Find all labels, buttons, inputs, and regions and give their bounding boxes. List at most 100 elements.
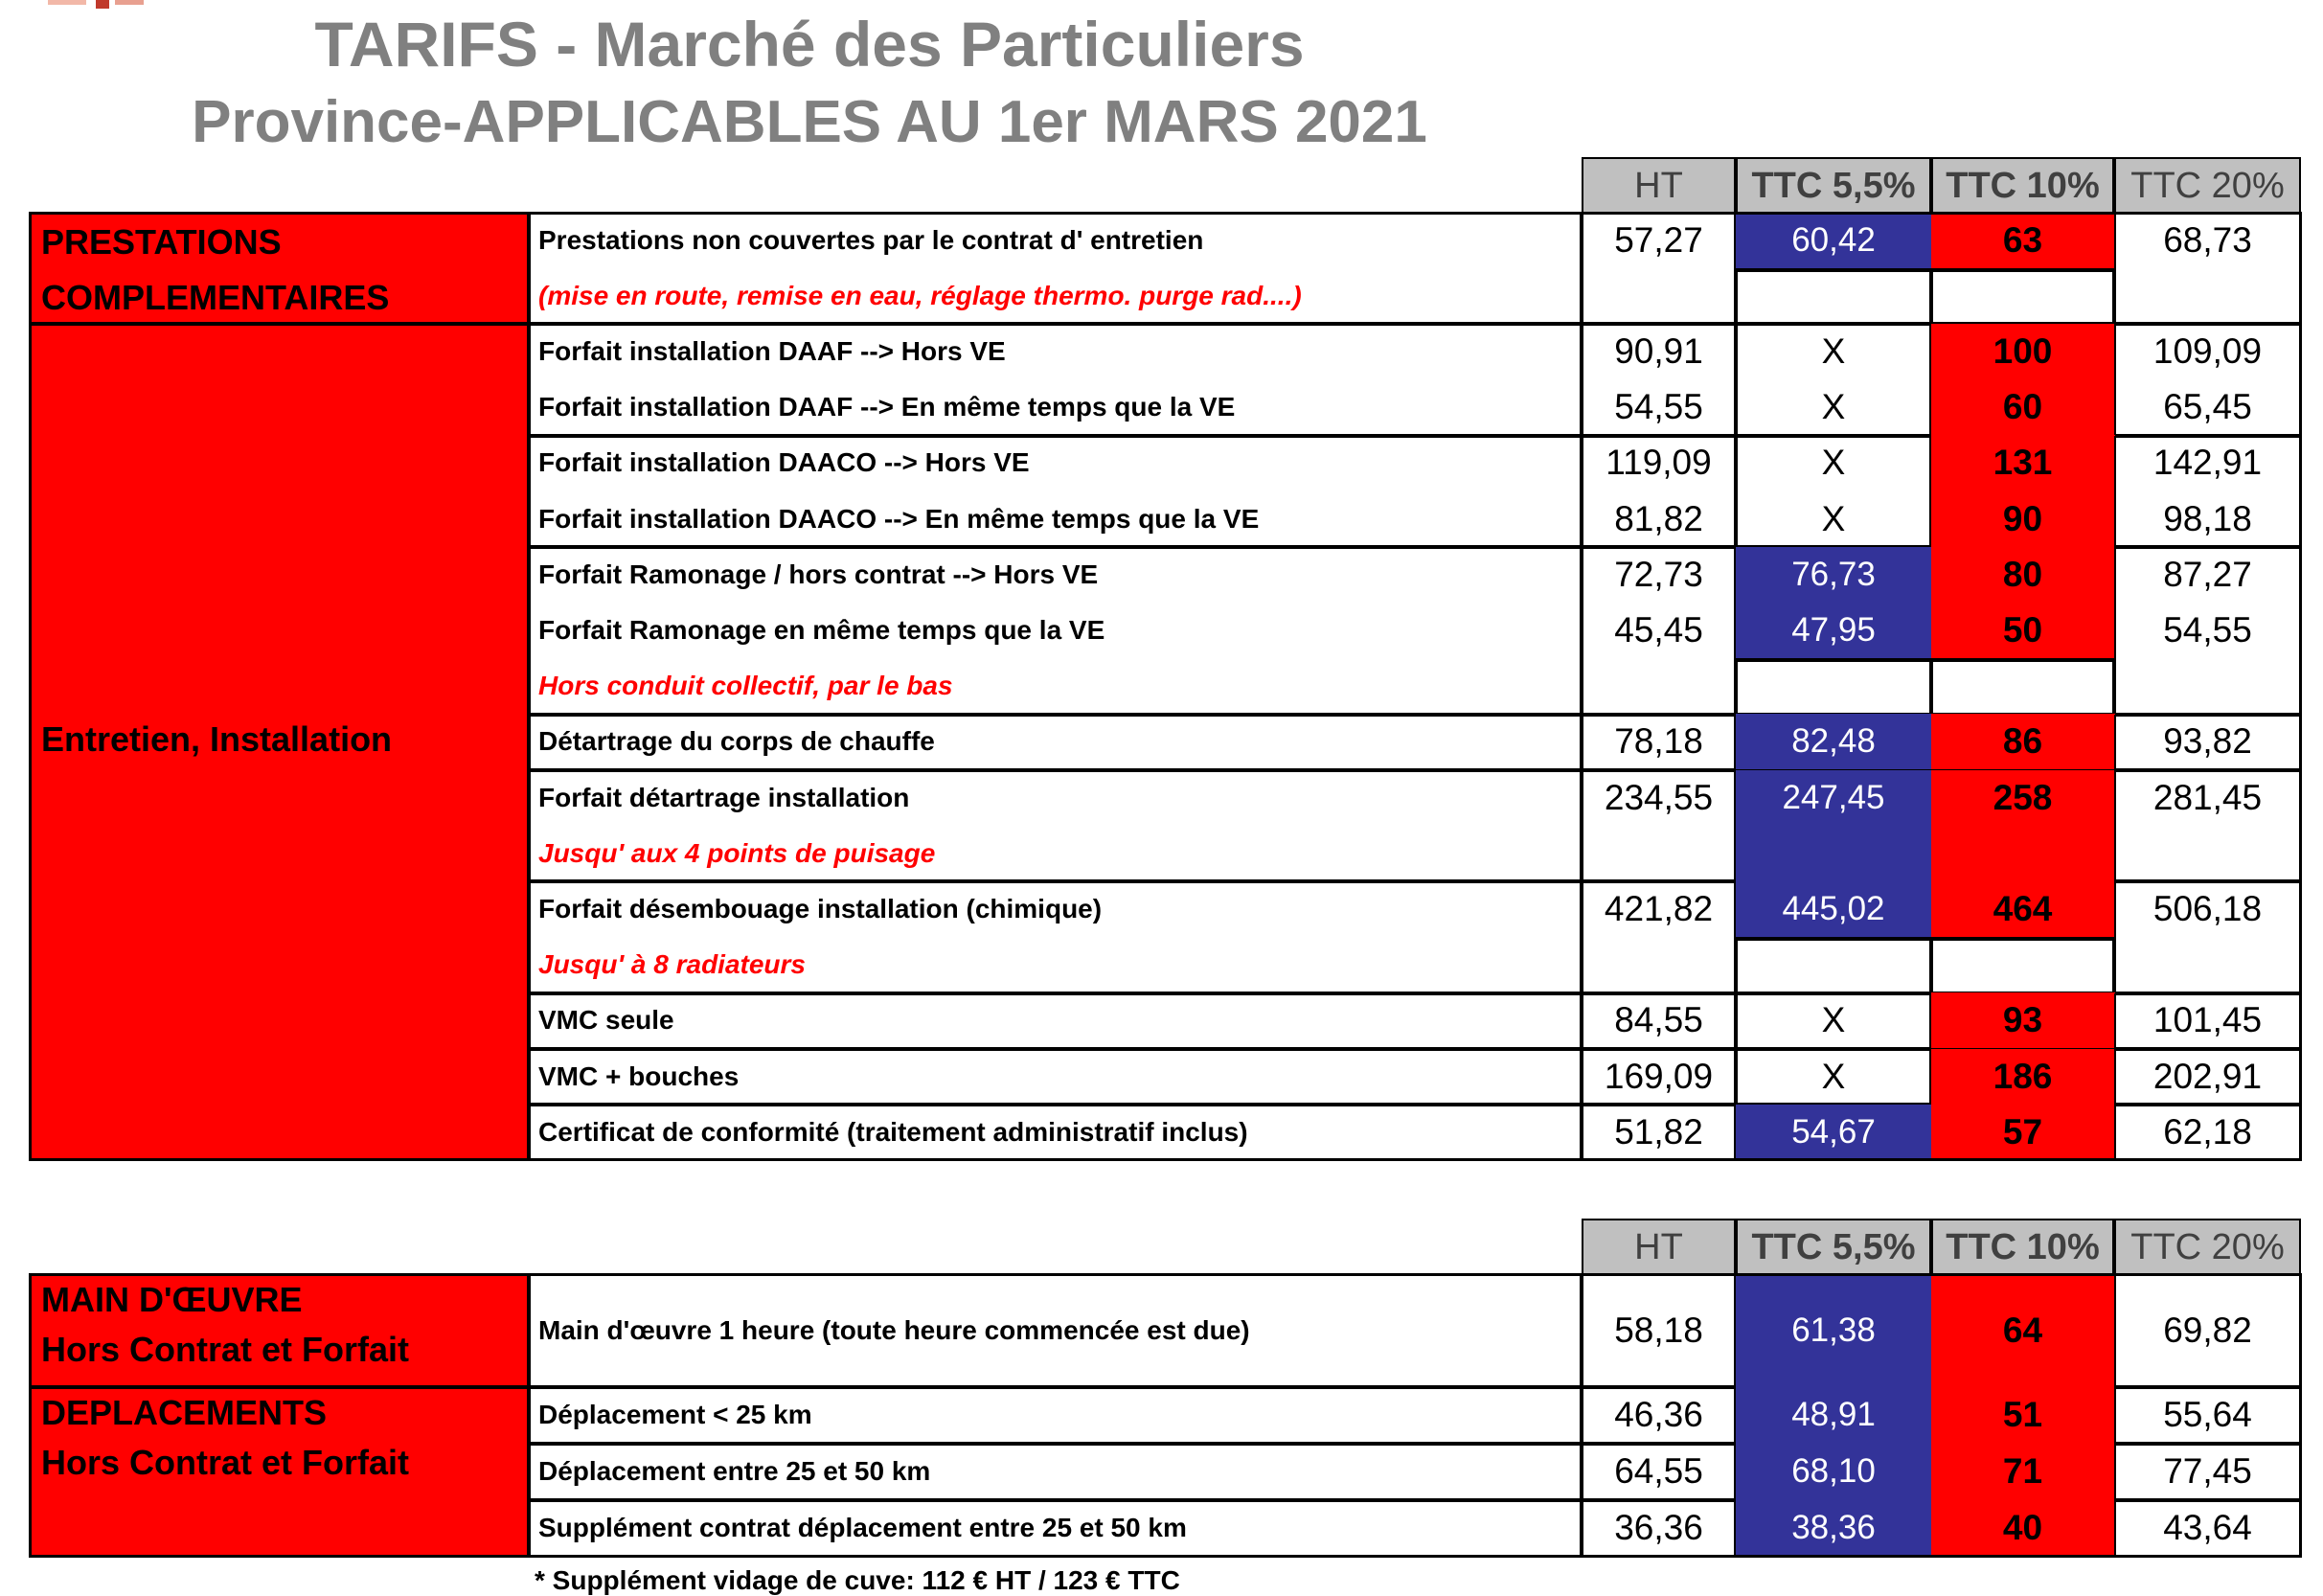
price-ttc20: 65,45 — [2163, 387, 2252, 427]
price-cell-ttc20: 77,45 — [2114, 1444, 2301, 1500]
price-cell-ttc10: 464 — [1930, 880, 2115, 993]
price-cell-ttc55: 54,67 — [1735, 1104, 1932, 1161]
item-description-cell: Main d'œuvre 1 heure (toute heure commen… — [529, 1274, 1582, 1387]
price-cell-ttc10: 100 60 — [1930, 323, 2115, 436]
price-cell-ttc20: 506,18 — [2114, 881, 2301, 993]
section-label-cell: MAIN D'ŒUVRE Hors Contrat et Forfait — [30, 1274, 529, 1387]
column-header-ttc-5-5-: TTC 5,5% — [1736, 1219, 1931, 1276]
price-cell-ttc20: 87,27 54,55 — [2114, 547, 2301, 715]
price-ttc10: 64 — [1930, 1273, 2115, 1387]
price-ht: 46,36 — [1614, 1395, 1703, 1434]
column-header-ht: HT — [1582, 157, 1736, 215]
price-cell-ttc10: 131 90 — [1930, 435, 2115, 548]
price-ttc20: 77,45 — [2163, 1451, 2252, 1491]
price-ht: 64,55 — [1614, 1451, 1703, 1491]
item-description-cell: Déplacement < 25 km — [529, 1387, 1582, 1444]
price-ht: 45,45 — [1614, 609, 1703, 650]
price-ttc10: 186 — [1930, 1048, 2115, 1105]
price-ttc10: 80 — [1930, 546, 2115, 603]
price-ht: 57,27 — [1614, 219, 1703, 260]
price-ht — [1582, 937, 1737, 992]
item-label: Forfait Ramonage / hors contrat --> Hors… — [538, 559, 1099, 589]
price-ttc55: 68,10 — [1735, 1443, 1932, 1500]
item-note: (mise en route, remise en eau, réglage t… — [538, 280, 1302, 310]
item-label: Déplacement entre 25 et 50 km — [538, 1456, 931, 1486]
price-cell-ht: 421,82 — [1582, 881, 1737, 993]
price-cell-ht: 46,36 — [1582, 1387, 1736, 1444]
price-cell-ttc10: 51 — [1930, 1386, 2115, 1444]
column-header-ht: HT — [1582, 1219, 1736, 1276]
price-cell-ttc10: 80 50 — [1930, 546, 2115, 715]
item-description-cell: Forfait installation DAAF --> Hors VE For… — [529, 324, 1582, 436]
price-cell-ht: 57,27 — [1582, 213, 1737, 325]
price-ttc20: 142,91 — [2152, 443, 2263, 483]
price-cell-ttc55: 68,10 — [1735, 1443, 1932, 1500]
price-cell-ttc55: 48,91 — [1735, 1386, 1932, 1444]
price-ttc55: X — [1821, 1000, 1846, 1040]
section-label-cell: DEPLACEMENTS Hors Contrat et Forfait — [30, 1387, 529, 1557]
section-label: Entretien, Installation — [41, 718, 393, 759]
price-ht: 72,73 — [1614, 554, 1703, 594]
section-label: MAIN D'ŒUVRE — [41, 1280, 303, 1319]
price-cell-ttc55: 445,02 — [1735, 880, 1932, 993]
price-cell-ttc20: 93,82 — [2114, 714, 2301, 770]
item-label: Forfait installation DAAF --> En même te… — [538, 392, 1236, 422]
price-ttc10: 90 — [1930, 490, 2115, 547]
footnote: * Supplément vidage de cuve: 112 € HT / … — [535, 1565, 1180, 1595]
price-ttc10: 51 — [1930, 1386, 2115, 1444]
price-ht: 234,55 — [1604, 777, 1714, 817]
price-ht: 169,09 — [1604, 1056, 1714, 1096]
item-description-cell: Forfait installation DAACO --> Hors VE Fo… — [529, 435, 1582, 548]
price-ttc10: 93 — [1930, 992, 2115, 1049]
section-label: PRESTATIONS — [41, 222, 282, 262]
price-ttc20: 87,27 — [2163, 554, 2252, 594]
price-cell-ttc55: 61,38 — [1735, 1273, 1932, 1387]
item-note: Jusqu' aux 4 points de puisage — [538, 837, 936, 868]
price-ht: 51,82 — [1614, 1111, 1703, 1151]
price-ttc20: 109,09 — [2152, 331, 2263, 371]
column-header-ttc-20-: TTC 20% — [2114, 157, 2301, 215]
item-description-cell: Forfait détartrage installation Jusqu' au… — [529, 770, 1582, 882]
price-cell-ttc55: 247,45 — [1735, 769, 1932, 882]
price-cell-ht: 84,55 — [1582, 992, 1736, 1049]
price-ttc20: 202,91 — [2152, 1056, 2263, 1096]
price-cell-ttc10: 64 — [1930, 1273, 2115, 1387]
section-label-cell: Entretien, Installation — [30, 324, 529, 1161]
price-cell-ht: 72,73 45,45 — [1582, 547, 1736, 715]
price-cell-ttc20: 55,64 — [2114, 1387, 2301, 1444]
price-ttc20: 55,64 — [2163, 1395, 2252, 1434]
price-ttc55: X — [1821, 387, 1846, 427]
price-cell-ht: 58,18 — [1582, 1274, 1736, 1387]
price-ttc55: X — [1821, 1056, 1846, 1096]
price-cell-ht: 64,55 — [1582, 1444, 1736, 1500]
price-cell-ttc10: 63 — [1930, 212, 2115, 325]
price-cell-ttc55: 76,73 47,95 — [1735, 546, 1932, 715]
item-label: Supplément contrat déplacement entre 25 … — [538, 1513, 1187, 1542]
price-ttc55 — [1735, 267, 1932, 328]
item-description-cell: VMC seule — [529, 992, 1582, 1049]
price-ttc55: 60,42 — [1735, 212, 1932, 268]
item-label: VMC + bouches — [538, 1060, 740, 1091]
item-description-cell: Certificat de conformité (traitement adm… — [529, 1105, 1582, 1161]
item-note: Hors conduit collectif, par le bas — [538, 671, 953, 701]
price-ttc55: 54,67 — [1735, 1104, 1932, 1160]
price-ht: 119,09 — [1606, 443, 1712, 483]
price-ttc55: 247,45 — [1735, 769, 1932, 826]
price-cell-ttc20: 43,64 — [2114, 1500, 2301, 1557]
price-ht — [1582, 268, 1737, 324]
price-cell-ttc55: X — [1736, 1049, 1931, 1106]
section-label: COMPLEMENTAIRES — [41, 278, 390, 318]
price-cell-ttc10: 57 — [1930, 1104, 2115, 1161]
column-header-ttc-10-: TTC 10% — [1931, 1219, 2114, 1276]
price-ht: 81,82 — [1614, 498, 1703, 538]
price-ttc55: 445,02 — [1735, 880, 1932, 938]
price-ttc10: 100 — [1930, 323, 2115, 380]
price-cell-ttc55: 82,48 — [1735, 714, 1932, 770]
section-label: Hors Contrat et Forfait — [41, 1443, 410, 1482]
price-ht: 78,18 — [1614, 721, 1703, 762]
price-ttc55: X — [1821, 331, 1846, 371]
item-label: Forfait installation DAAF --> Hors VE — [538, 335, 1006, 366]
item-label: Forfait détartrage installation — [538, 782, 910, 812]
price-ttc20 — [2114, 826, 2302, 881]
